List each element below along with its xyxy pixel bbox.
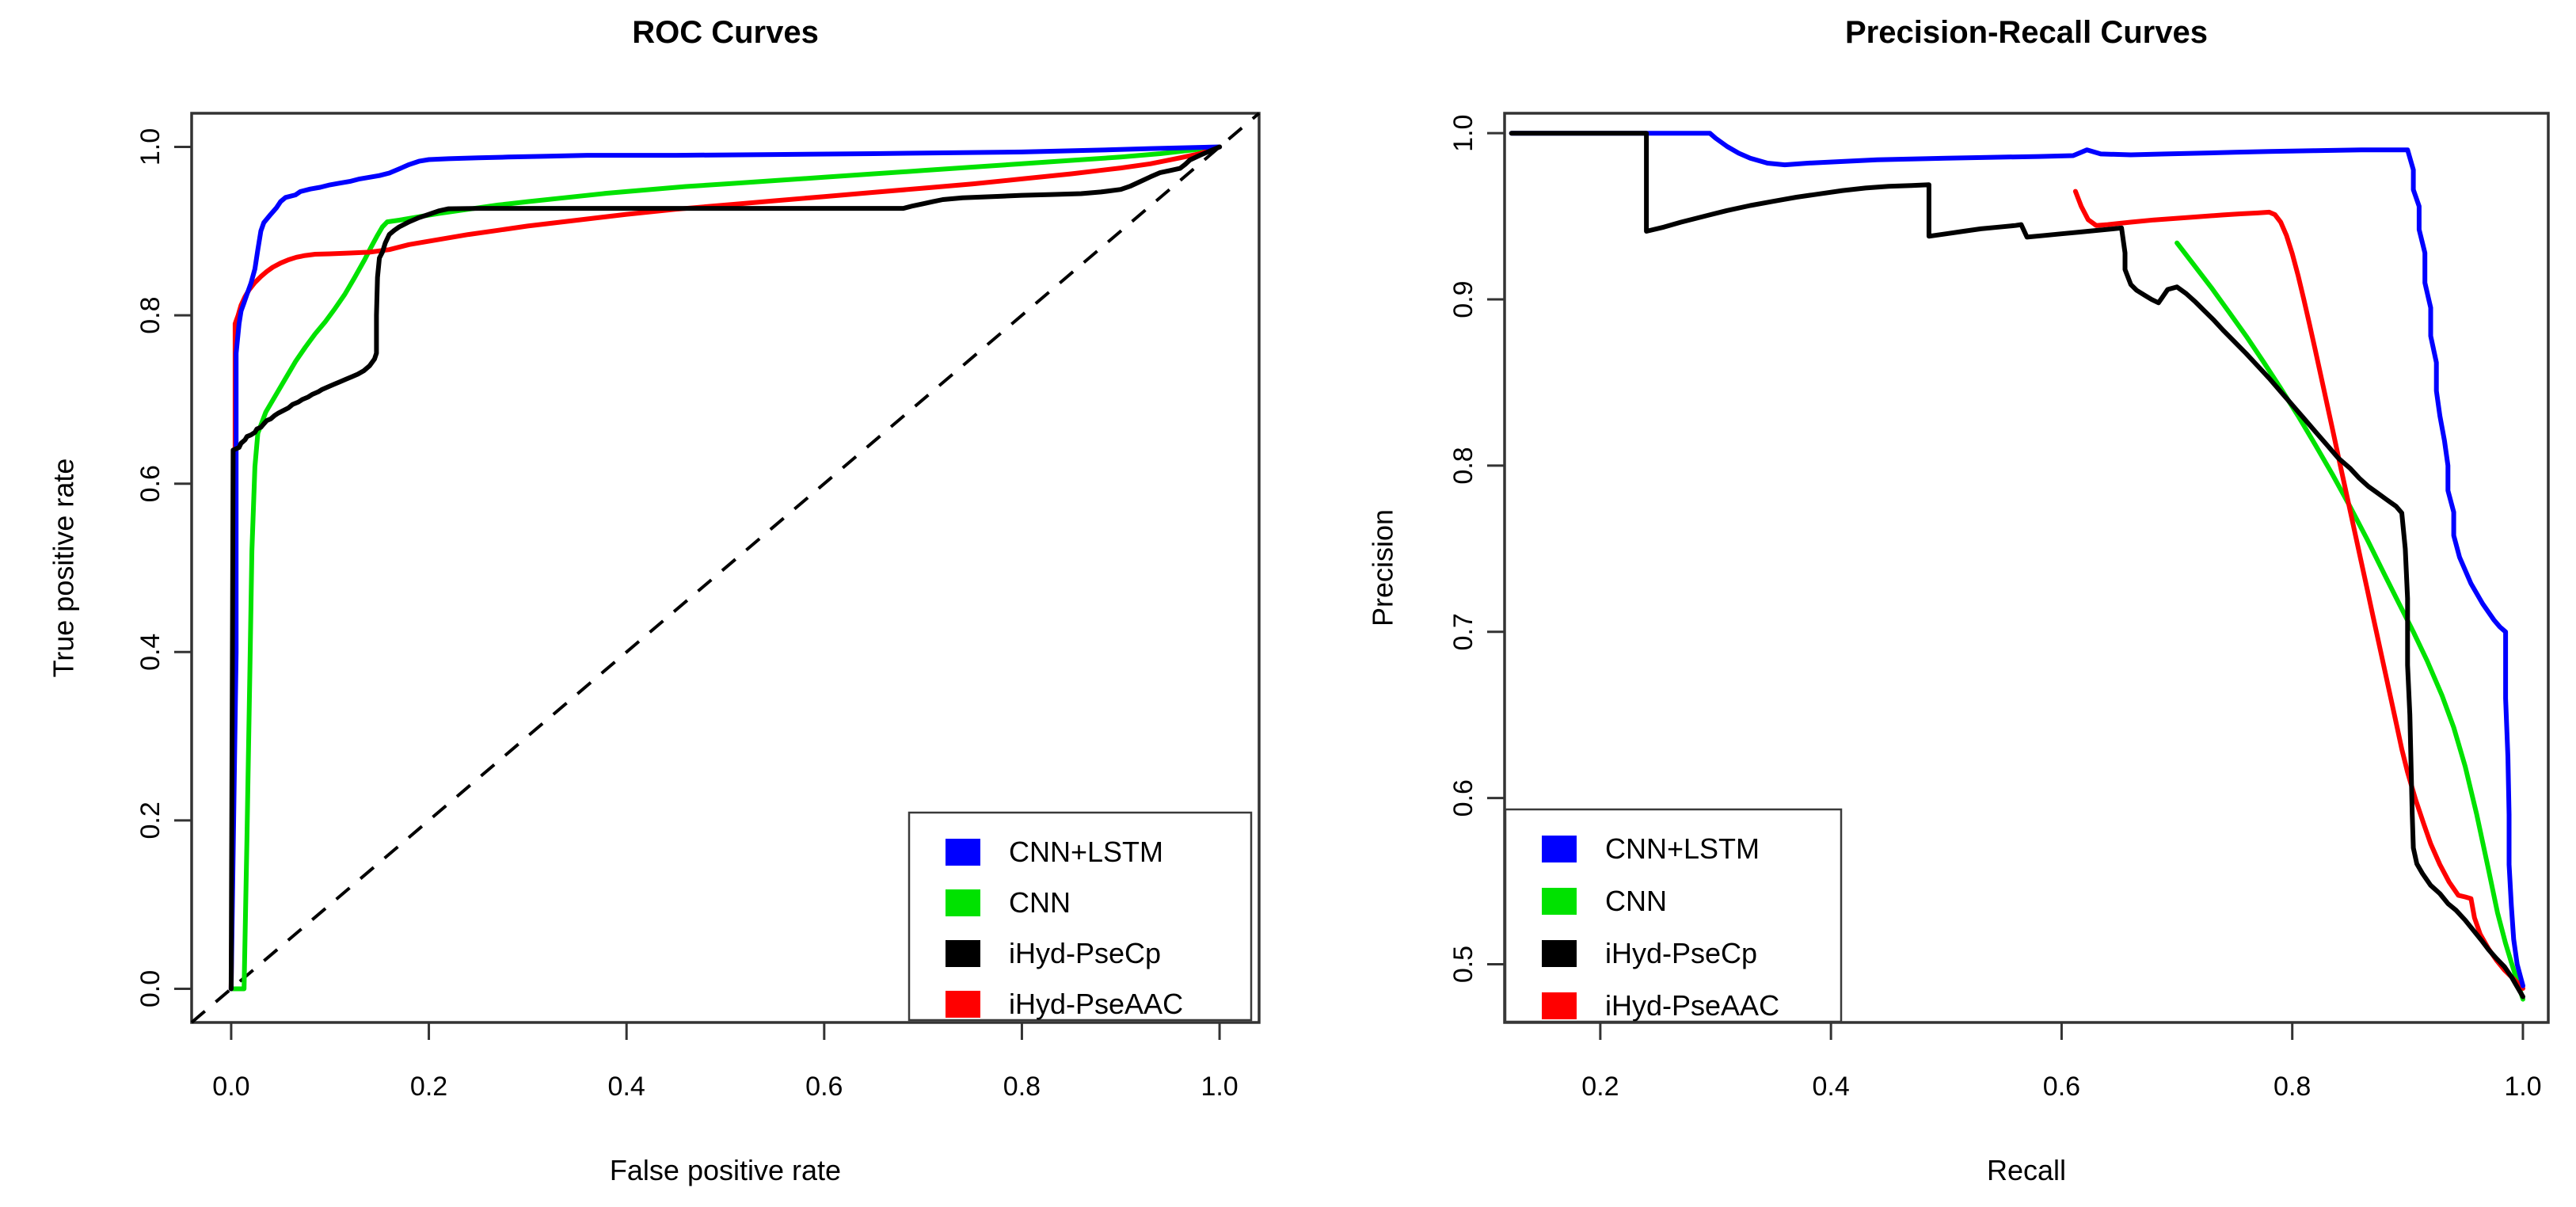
curve-cnn-lstm <box>228 144 1223 992</box>
legend-label-ihyd-psecp: iHyd-PseCp <box>1605 937 1757 969</box>
pr-y-axis-title: Precision <box>1367 509 1399 626</box>
roc-chart-panel: ROC Curves 0.0 0.2 0.4 0.6 0.8 1.0 0.0 0.2 0.4 0.6… <box>47 15 1261 1186</box>
curve-ihyd-psecp <box>228 144 1223 992</box>
x-tick-label: 0.8 <box>1003 1072 1041 1102</box>
legend-swatch-cnn <box>946 889 980 916</box>
x-tick-label: 0.4 <box>608 1072 645 1102</box>
y-tick-label: 0.6 <box>1448 779 1478 817</box>
y-tick-label: 0.4 <box>135 634 166 671</box>
x-tick-label: 1.0 <box>1200 1072 1238 1102</box>
y-tick-label: 0.8 <box>1448 447 1478 484</box>
y-tick-label: 1.0 <box>1448 115 1478 152</box>
pr-title: Precision-Recall Curves <box>1845 15 2208 50</box>
x-tick-label: 0.2 <box>410 1072 447 1102</box>
y-tick-label: 0.7 <box>1448 613 1478 650</box>
curve-cnn-lstm <box>1509 131 2525 988</box>
roc-plot-border <box>190 112 1261 1024</box>
roc-title: ROC Curves <box>632 15 819 50</box>
x-tick-label: 0.0 <box>212 1072 249 1102</box>
x-tick-label: 0.2 <box>1581 1072 1619 1102</box>
chance-diagonal-line <box>190 112 1261 1024</box>
y-tick-label: 0.6 <box>135 465 166 502</box>
legend-swatch-cnn <box>1542 888 1577 915</box>
legend-label-cnn-lstm: CNN+LSTM <box>1605 832 1760 865</box>
y-tick-label: 0.0 <box>135 970 166 1007</box>
curve-ihyd-pseaac <box>2072 188 2525 991</box>
legend-label-ihyd-pseaac: iHyd-PseAAC <box>1605 989 1779 1022</box>
roc-x-axis-title: False positive rate <box>610 1154 841 1186</box>
legend-label-ihyd-psecp: iHyd-PseCp <box>1009 937 1161 969</box>
legend-label-cnn: CNN <box>1605 885 1667 917</box>
y-tick-label: 0.5 <box>1448 946 1478 983</box>
pr-plot-border <box>1503 112 2550 1024</box>
x-tick-label: 0.8 <box>2274 1072 2311 1102</box>
legend-swatch-cnn-lstm <box>1542 836 1577 862</box>
y-tick-label: 0.2 <box>135 801 166 839</box>
curve-cnn <box>2175 240 2525 1002</box>
curve-ihyd-pseaac <box>228 144 1223 992</box>
y-tick-label: 0.8 <box>135 296 166 333</box>
legend-swatch-ihyd-pseaac <box>1542 992 1577 1019</box>
y-tick-label: 0.9 <box>1448 280 1478 318</box>
curve-cnn <box>228 144 1223 992</box>
legend-label-cnn: CNN <box>1009 886 1071 919</box>
y-tick-label: 1.0 <box>135 128 166 166</box>
pr-chart-panel: Precision-Recall Curves 0.2 0.4 0.6 0.8 1.0 0.… <box>1288 0 2576 1207</box>
legend-label-ihyd-pseaac: iHyd-PseAAC <box>1009 988 1183 1020</box>
legend-swatch-ihyd-psecp <box>946 940 980 967</box>
x-tick-label: 1.0 <box>2504 1072 2541 1102</box>
x-tick-label: 0.6 <box>2043 1072 2080 1102</box>
pr-x-axis-title: Recall <box>1987 1154 2066 1186</box>
legend-label-cnn-lstm: CNN+LSTM <box>1009 836 1163 868</box>
roc-y-axis-title: True positive rate <box>48 459 80 678</box>
x-tick-label: 0.6 <box>805 1072 843 1102</box>
curve-ihyd-psecp <box>1509 131 2525 999</box>
legend-swatch-ihyd-pseaac <box>946 991 980 1018</box>
legend-swatch-cnn-lstm <box>946 839 980 866</box>
x-tick-label: 0.4 <box>1813 1072 1850 1102</box>
legend-swatch-ihyd-psecp <box>1542 940 1577 967</box>
